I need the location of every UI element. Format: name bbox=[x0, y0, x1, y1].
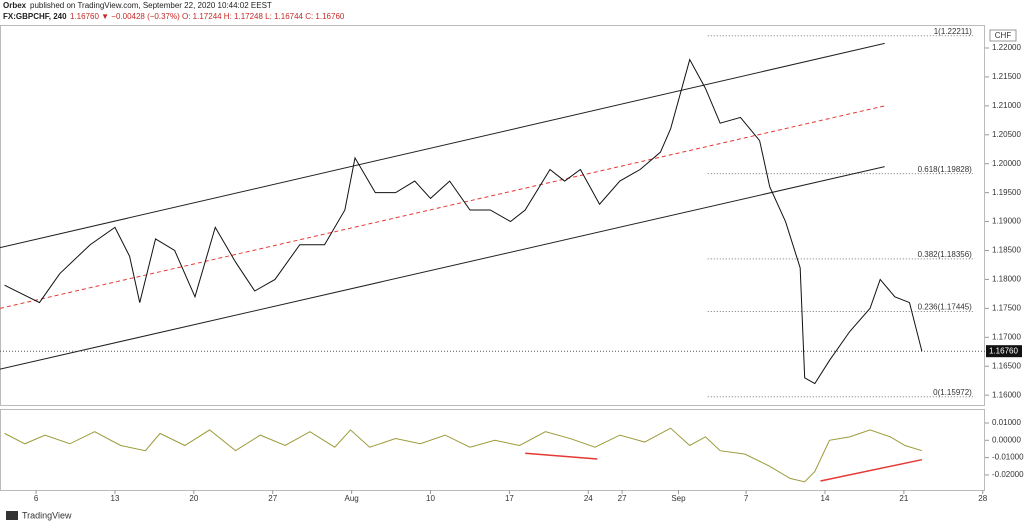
trend-line bbox=[0, 42, 885, 249]
trend-line bbox=[0, 166, 885, 370]
y-tick-label: 1.20000 bbox=[992, 159, 1021, 168]
x-tick-label: 13 bbox=[111, 494, 120, 503]
fib-label: 0.236(1.17445) bbox=[918, 303, 973, 312]
y-tick-label: 1.19000 bbox=[992, 217, 1021, 226]
x-tick-label: 27 bbox=[268, 494, 277, 503]
brand: TradingView bbox=[22, 510, 72, 520]
quote: 1.16760 ▼ −0.00428 (−0.37%) O: 1.17244 H… bbox=[70, 12, 345, 21]
price-line bbox=[4, 427, 923, 483]
x-tick-label: 6 bbox=[34, 494, 39, 503]
trend-line bbox=[820, 458, 923, 482]
x-tick-label: 20 bbox=[189, 494, 198, 503]
brand-logo bbox=[6, 511, 18, 520]
publisher: Orbex bbox=[3, 1, 27, 10]
x-tick-label: 7 bbox=[744, 494, 749, 503]
last-price-label: 1.16760 bbox=[989, 346, 1018, 355]
trend-line bbox=[0, 105, 885, 309]
y-tick-label: 1.17500 bbox=[992, 303, 1021, 312]
published: published on TradingView.com, September … bbox=[30, 1, 272, 10]
y-tick-label: 1.17000 bbox=[992, 332, 1021, 341]
last-price-box bbox=[986, 345, 1022, 358]
trend-line bbox=[525, 452, 598, 460]
currency: CHF bbox=[995, 31, 1012, 40]
y-tick-label: 1.22000 bbox=[992, 43, 1021, 52]
x-tick-label: 27 bbox=[618, 494, 627, 503]
y-tick-label: -0.01000 bbox=[992, 453, 1024, 462]
price-line bbox=[4, 58, 923, 385]
x-tick-label: Aug bbox=[345, 494, 359, 503]
y-tick-label: 1.19500 bbox=[992, 188, 1021, 197]
y-tick-label: 1.16000 bbox=[992, 390, 1021, 399]
y-tick-label: 1.20500 bbox=[992, 130, 1021, 139]
y-tick-label: 1.16500 bbox=[992, 361, 1021, 370]
fib-label: 1(1.22211) bbox=[934, 27, 972, 36]
symbol: FX:GBPCHF, 240 bbox=[3, 12, 67, 21]
osc-pane bbox=[0, 409, 985, 491]
x-tick-label: 28 bbox=[978, 494, 987, 503]
x-tick-label: 21 bbox=[899, 494, 908, 503]
y-tick-label: 0.01000 bbox=[992, 418, 1021, 427]
y-tick-label: 1.21000 bbox=[992, 101, 1021, 110]
fib-label: 0.618(1.19828) bbox=[918, 165, 973, 174]
x-tick-label: Sep bbox=[671, 494, 686, 503]
x-tick-label: 14 bbox=[821, 494, 830, 503]
y-tick-label: 0.00000 bbox=[992, 435, 1021, 444]
y-tick-label: 1.21500 bbox=[992, 72, 1021, 81]
main-pane bbox=[0, 25, 985, 406]
fib-label: 0(1.15972) bbox=[933, 388, 972, 397]
x-tick-label: 17 bbox=[505, 494, 514, 503]
y-tick-label: 1.18000 bbox=[992, 275, 1021, 284]
fib-label: 0.382(1.18356) bbox=[918, 250, 973, 259]
x-tick-label: 24 bbox=[584, 494, 593, 503]
y-tick-label: 1.18500 bbox=[992, 246, 1021, 255]
y-tick-label: -0.02000 bbox=[992, 470, 1024, 479]
x-tick-label: 10 bbox=[426, 494, 435, 503]
currency-box bbox=[989, 29, 1017, 42]
